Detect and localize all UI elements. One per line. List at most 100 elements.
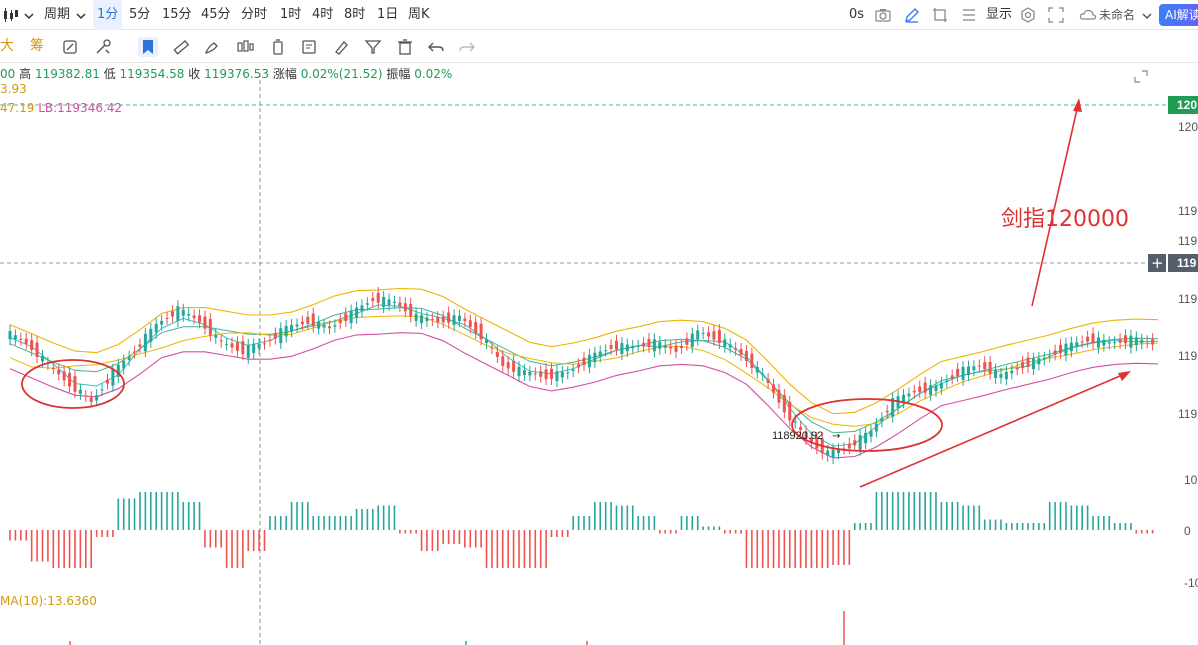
crop-icon[interactable]	[931, 6, 949, 24]
price-chart[interactable]: 120 119 119 119 119 119 120 119 + 10 0 -…	[0, 63, 1198, 645]
brush-icon[interactable]	[202, 37, 222, 57]
candle-body	[230, 343, 234, 348]
ai-analysis-button[interactable]: AI解读	[1159, 4, 1198, 26]
current-price-tag-bg	[1168, 96, 1198, 114]
candle-body	[1059, 344, 1063, 354]
candle-body	[122, 360, 126, 369]
candle-body	[723, 339, 727, 347]
candle-body	[831, 449, 835, 458]
candle-body	[625, 344, 629, 352]
interval-8h[interactable]: 8时	[344, 7, 366, 22]
candle-body	[658, 341, 662, 349]
candle-body	[338, 320, 342, 324]
candle-body	[842, 448, 846, 450]
interval-15m[interactable]: 15分	[162, 7, 192, 22]
candle-icon[interactable]	[235, 37, 255, 57]
eraser-pen-icon[interactable]	[331, 37, 351, 57]
plus-icon[interactable]: +	[1151, 254, 1164, 272]
candle-body	[409, 303, 413, 317]
candle-body	[457, 315, 461, 322]
candlestick-icon[interactable]	[2, 6, 20, 24]
add-alert-button[interactable]	[1148, 254, 1166, 272]
candle-body	[398, 302, 402, 307]
expand-icon[interactable]	[1132, 68, 1150, 86]
interval-timeshare[interactable]: 分时	[241, 7, 268, 22]
candle-body	[1048, 355, 1052, 357]
chevron-down-icon[interactable]	[20, 7, 34, 25]
crop-icon[interactable]	[60, 37, 80, 57]
display-menu[interactable]: 显示	[986, 7, 1013, 22]
layout-name[interactable]: 未命名	[1099, 8, 1136, 22]
candle-body	[208, 319, 212, 336]
ruler-icon[interactable]	[171, 37, 191, 57]
pen-icon[interactable]	[903, 6, 921, 24]
close-label: 收	[188, 67, 201, 81]
tools-icon[interactable]	[93, 37, 113, 57]
candle-body	[1042, 357, 1046, 360]
candle-body	[1086, 336, 1090, 342]
candle-body	[956, 368, 960, 377]
candle-body	[1075, 342, 1079, 347]
candle-body	[8, 331, 12, 340]
interval-1d[interactable]: 1日	[377, 7, 399, 22]
period-menu[interactable]: 周期	[44, 7, 71, 22]
candle-body	[777, 389, 781, 403]
chevron-down-icon[interactable]	[1138, 7, 1152, 25]
interval-5m[interactable]: 5分	[129, 7, 151, 22]
gear-icon[interactable]	[1019, 6, 1037, 24]
interval-week[interactable]: 周K	[408, 7, 430, 22]
candle-body	[360, 305, 364, 312]
candle-body	[1080, 341, 1084, 343]
undo-icon[interactable]	[426, 37, 446, 57]
camera-icon[interactable]	[874, 6, 892, 24]
candle-body	[701, 333, 705, 335]
settings-list-icon[interactable]	[960, 6, 978, 24]
close-value: 119376.53	[204, 67, 270, 81]
candle-body	[1102, 339, 1106, 346]
candle-body	[149, 328, 153, 342]
toolbar-char-da[interactable]: 大	[0, 38, 14, 54]
candle-body	[604, 350, 608, 352]
cloud-icon[interactable]	[1079, 6, 1097, 24]
filter-icon[interactable]	[363, 37, 383, 57]
candle-body	[263, 343, 267, 345]
candle-body	[788, 401, 792, 421]
toolbar-char-chou[interactable]: 筹	[30, 38, 44, 54]
interval-1m[interactable]: 1分	[93, 0, 123, 30]
candle-body	[961, 366, 965, 380]
crosshair-price-tag-bg	[1168, 254, 1198, 272]
trash-icon[interactable]	[395, 37, 415, 57]
amp-label: 振幅	[386, 67, 411, 81]
candle-body	[468, 320, 472, 328]
candle-body	[1004, 371, 1008, 380]
candle-body	[290, 324, 294, 332]
interval-45m[interactable]: 45分	[201, 7, 231, 22]
timer-icon[interactable]	[268, 37, 288, 57]
interval-4h[interactable]: 4时	[312, 7, 334, 22]
candle-body	[414, 313, 418, 321]
flag-icon[interactable]	[138, 37, 158, 57]
candle-body	[225, 344, 229, 346]
candle-body	[847, 443, 851, 449]
note-icon[interactable]	[299, 37, 319, 57]
candle-body	[869, 430, 873, 437]
candle-body	[1140, 339, 1144, 344]
candle-body	[598, 351, 602, 357]
price-tick: 120	[1178, 120, 1198, 134]
candle-body	[966, 366, 970, 376]
candle-body	[246, 344, 250, 358]
candle-body	[51, 368, 55, 370]
candle-body	[750, 353, 754, 369]
candle-body	[235, 342, 239, 351]
chevron-down-icon[interactable]	[72, 7, 86, 25]
redo-icon[interactable]	[457, 37, 477, 57]
price-tick: 119	[1178, 234, 1197, 248]
candle-body	[772, 384, 776, 393]
candle-body	[111, 369, 115, 386]
candle-body	[89, 397, 93, 402]
candle-body	[988, 361, 992, 374]
fullscreen-icon[interactable]	[1047, 6, 1065, 24]
interval-1h[interactable]: 1时	[280, 7, 302, 22]
candle-body	[452, 315, 456, 325]
candle-body	[300, 321, 304, 325]
